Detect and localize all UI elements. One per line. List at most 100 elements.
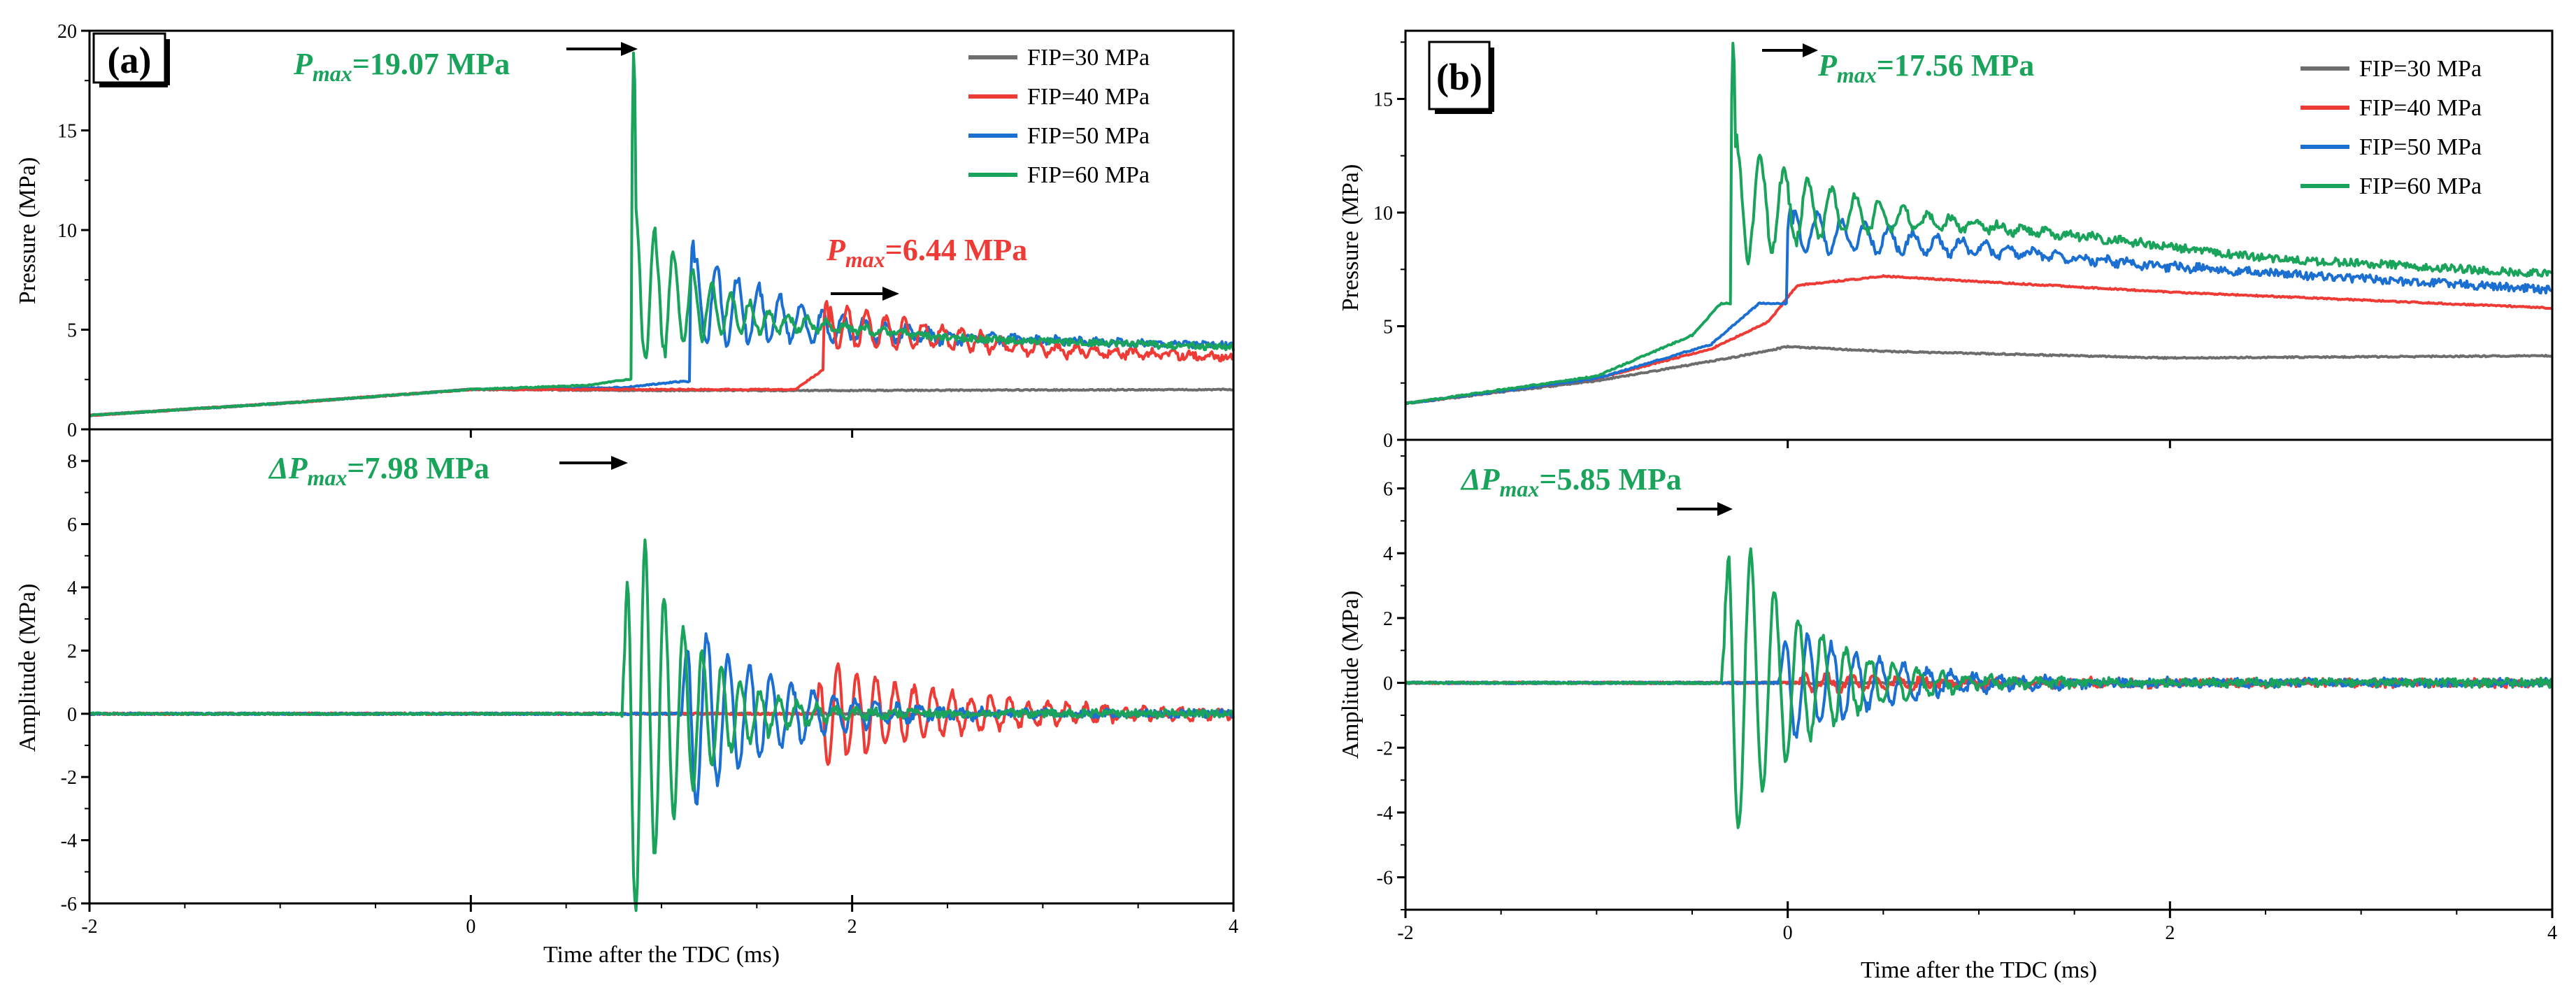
panel-a-label-box: (a) <box>92 32 170 87</box>
panel-a-label: (a) <box>108 39 152 81</box>
ytick-label: 6 <box>1383 479 1393 501</box>
ytick-label: 2 <box>1383 608 1393 630</box>
panel-b-bottom-yaxis: -6 -4 -2 0 2 4 6 <box>1377 455 1405 910</box>
ann-sym: P <box>826 233 846 267</box>
ytick-label: -6 <box>1377 868 1393 889</box>
ann-sub: max <box>1499 476 1539 501</box>
ann-prefix: Δ <box>1460 462 1481 496</box>
legend-label: FIP=40 MPa <box>2359 95 2482 121</box>
svg-text:Pmax=6.44 MPa: Pmax=6.44 MPa <box>826 233 1027 272</box>
series-line-b-pressure-3 <box>1404 207 2553 406</box>
ytick-label: 2 <box>67 640 77 662</box>
panel-b-label: (b) <box>1436 56 1482 98</box>
panel-b-amplitude-series <box>1404 547 2554 829</box>
svg-text:Pmax=17.56 MPa: Pmax=17.56 MPa <box>1817 48 2034 87</box>
ann-sym: P <box>1480 462 1501 496</box>
panel-b-pressure-series <box>1404 41 2553 406</box>
ytick-label: 0 <box>67 704 77 726</box>
ytick-label: 10 <box>1373 203 1393 224</box>
ann-sub: max <box>313 61 352 86</box>
ytick-label: 4 <box>67 578 77 599</box>
xtick-label: 2 <box>2165 922 2175 944</box>
annotation-a-pmax-40: Pmax=6.44 MPa <box>826 233 1027 301</box>
series-line-a-amplitude-4 <box>88 538 1235 912</box>
series-line-a-pressure-4 <box>89 51 1235 417</box>
series-line-a-pressure-1 <box>89 387 1234 417</box>
series-line-b-pressure-4 <box>1405 41 2553 406</box>
panel-a-top-ylabel: Pressure (MPa) <box>15 157 41 305</box>
xtick-label: -2 <box>81 916 97 938</box>
legend-label: FIP=50 MPa <box>1027 123 1150 149</box>
panel-b-legend: FIP=30 MPa FIP=40 MPa FIP=50 MPa FIP=60 MPa <box>2300 56 2482 199</box>
ytick-label: 0 <box>67 420 77 441</box>
xtick-label: 4 <box>2547 922 2557 944</box>
ann-sym: P <box>1817 48 1838 83</box>
ann-sym: P <box>288 451 308 485</box>
panel-b-label-box: (b) <box>1428 41 1494 114</box>
legend-label: FIP=30 MPa <box>2359 56 2482 82</box>
ytick-label: 10 <box>57 220 77 242</box>
annotation-a-dpmax-60: ΔPmax=7.98 MPa <box>268 451 628 490</box>
ann-value: =7.98 MPa <box>347 451 489 485</box>
svg-text:ΔPmax=7.98 MPa: ΔPmax=7.98 MPa <box>268 451 489 490</box>
panel-a-bottom-plot: -6 -4 -2 0 2 4 6 8 -2 0 2 4 Amplitude (MPa) Time a… <box>15 428 1238 968</box>
ytick-label: 6 <box>67 515 77 536</box>
ytick-label: 5 <box>1383 317 1393 338</box>
ann-value: =6.44 MPa <box>885 233 1027 267</box>
panel-b-xlabel: Time after the TDC (ms) <box>1861 957 2097 983</box>
annotation-b-pmax-60: Pmax=17.56 MPa <box>1762 43 2034 87</box>
xtick-label: -2 <box>1397 922 1413 944</box>
panel-a-xaxis: -2 0 2 4 <box>81 429 1238 938</box>
ytick-label: -4 <box>61 831 77 852</box>
panel-b-bottom-frame <box>1404 438 2554 911</box>
legend-label: FIP=60 MPa <box>2359 173 2482 199</box>
xtick-label: 4 <box>1229 916 1238 938</box>
ann-sub: max <box>307 465 347 490</box>
ytick-label: 0 <box>1383 673 1393 695</box>
ytick-label: 5 <box>67 320 77 342</box>
svg-text:ΔPmax=5.85 MPa: ΔPmax=5.85 MPa <box>1460 462 1682 501</box>
annotation-a-pmax-60: Pmax=19.07 MPa <box>293 42 638 86</box>
ann-sub: max <box>1837 62 1877 87</box>
ytick-label: 4 <box>1383 543 1393 565</box>
panel-a-legend: FIP=30 MPa FIP=40 MPa FIP=50 MPa FIP=60 MPa <box>968 45 1150 188</box>
panel-a-annotations: Pmax=19.07 MPa Pmax=6.44 MPa ΔPmax=7.98 … <box>268 42 1027 490</box>
series-line-b-amplitude-4 <box>1404 547 2554 829</box>
xtick-label: 2 <box>847 916 857 938</box>
panel-b-bottom-ylabel: Amplitude (MPa) <box>1338 591 1364 759</box>
ann-value: =19.07 MPa <box>352 47 510 81</box>
panel-a-xlabel: Time after the TDC (ms) <box>543 942 780 968</box>
ytick-label: 0 <box>1383 430 1393 452</box>
panel-a-pressure-series <box>89 51 1235 417</box>
xtick-label: 0 <box>1783 922 1793 944</box>
series-line-b-pressure-2 <box>1405 274 2553 406</box>
legend-label: FIP=40 MPa <box>1027 84 1150 110</box>
ann-prefix: Δ <box>268 451 289 485</box>
ann-sym: P <box>293 47 313 81</box>
annotation-b-dpmax-60: ΔPmax=5.85 MPa <box>1460 462 1733 516</box>
ytick-label: -2 <box>61 767 77 789</box>
panel-a-bottom-ylabel: Amplitude (MPa) <box>15 584 41 752</box>
ytick-label: 15 <box>57 121 77 143</box>
panel-a-amplitude-series <box>88 538 1235 912</box>
legend-label: FIP=50 MPa <box>2359 134 2482 160</box>
panel-a-bottom-yaxis: -6 -4 -2 0 2 4 6 8 <box>61 429 90 915</box>
ytick-label: -2 <box>1377 738 1393 759</box>
series-line-b-pressure-1 <box>1404 345 2553 406</box>
svg-text:Pmax=19.07 MPa: Pmax=19.07 MPa <box>293 47 510 86</box>
ytick-label: -6 <box>61 894 77 915</box>
ytick-label: 8 <box>67 451 77 473</box>
xtick-label: 0 <box>466 916 475 938</box>
ann-sub: max <box>845 247 885 272</box>
legend-label: FIP=30 MPa <box>1027 45 1150 71</box>
panel-b-bottom-plot: -6 -4 -2 0 2 4 6 -2 0 2 4 Amplitude (MPa) Time af… <box>1338 438 2557 983</box>
panel-b-xaxis: -2 0 2 4 <box>1397 440 2557 944</box>
panel-b-top-yaxis: 0 5 10 15 <box>1373 41 1405 452</box>
panel-b-annotations: Pmax=17.56 MPa ΔPmax=5.85 MPa <box>1460 43 2034 516</box>
ytick-label: -4 <box>1377 803 1393 824</box>
